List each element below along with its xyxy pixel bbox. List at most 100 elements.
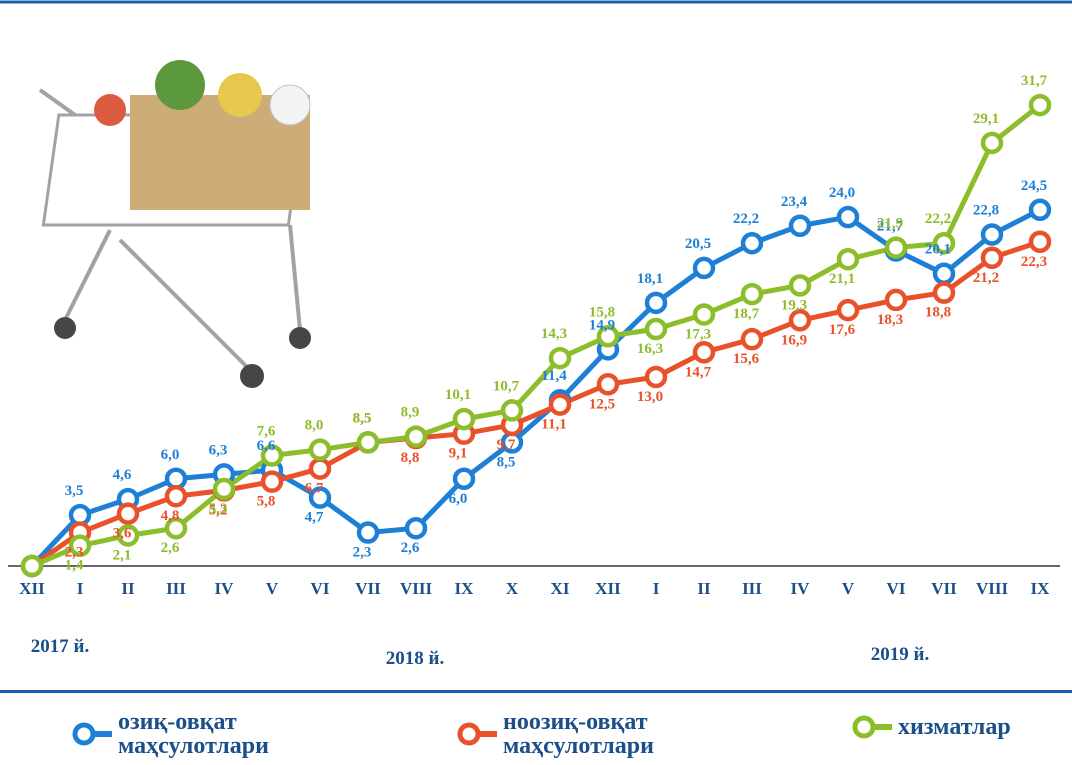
marker [500, 399, 524, 422]
marker [308, 457, 332, 480]
value-label: 6,6 [257, 438, 276, 454]
legend-label: ноозиқ-овқат маҳсулотлари [503, 709, 654, 759]
value-label: 4,6 [113, 467, 132, 483]
value-label: 17,6 [829, 322, 856, 338]
marker [980, 131, 1004, 155]
value-label: 4,7 [305, 510, 324, 526]
value-label: 16,9 [781, 332, 807, 348]
value-label: 11,4 [541, 368, 567, 384]
marker [980, 246, 1004, 270]
marker [596, 325, 620, 348]
value-label: 6,7 [305, 481, 324, 497]
legend-item: хизматлар [850, 714, 1072, 740]
marker [644, 291, 668, 315]
value-label: 24,0 [829, 185, 855, 201]
marker [788, 309, 812, 332]
value-label: 10,1 [445, 387, 471, 403]
period-label: 2017 й. [31, 636, 89, 657]
x-tick-label: IV [215, 579, 235, 598]
value-label: 8,8 [401, 450, 420, 466]
value-label: 6,0 [449, 491, 468, 507]
x-tick-label: IX [1031, 579, 1051, 598]
x-tick-label: II [697, 579, 711, 598]
marker [692, 341, 716, 364]
value-label: 15,8 [589, 304, 615, 320]
value-label: 2,6 [161, 540, 180, 556]
value-label: 8,5 [353, 410, 372, 426]
value-label: 13,0 [637, 389, 663, 405]
marker [980, 223, 1004, 246]
marker [356, 431, 380, 454]
marker [1028, 93, 1052, 117]
marker [692, 303, 716, 326]
value-label: 14,7 [685, 364, 712, 380]
value-label: 16,3 [637, 341, 663, 357]
value-label: 9,1 [449, 446, 468, 462]
value-label: 22,3 [1021, 254, 1047, 270]
series-line [31, 103, 1042, 569]
value-label: 5,3 [209, 501, 228, 517]
marker [884, 288, 908, 312]
marker [836, 205, 860, 229]
legend-item: ноозиқ-овқат маҳсулотлари [455, 710, 703, 758]
value-label: 18,7 [733, 306, 760, 322]
value-label: 4,8 [161, 508, 180, 524]
marker [644, 365, 668, 389]
value-label: 21,9 [877, 216, 903, 232]
marker [740, 231, 764, 255]
marker [260, 444, 284, 467]
value-label: 18,8 [925, 305, 951, 321]
bottom-rule [0, 690, 1072, 693]
marker [836, 247, 860, 271]
marker [692, 256, 716, 280]
marker [932, 281, 956, 304]
marker [932, 231, 956, 255]
x-tick-label: VII [355, 579, 381, 598]
marker [836, 298, 860, 322]
value-label: 8,5 [497, 454, 516, 470]
value-label: 10,7 [493, 378, 520, 394]
legend-label: озиқ-овқат маҳсулотлари [118, 709, 269, 759]
marker [452, 467, 476, 491]
value-label: 1,4 [65, 558, 84, 574]
value-label: 29,1 [973, 111, 999, 127]
value-label: 5,8 [257, 494, 276, 510]
marker [260, 470, 284, 493]
x-tick-label: I [653, 579, 660, 598]
value-label: 8,0 [305, 418, 324, 434]
x-tick-label: V [266, 579, 279, 598]
value-label: 22,2 [925, 211, 951, 227]
period-label: 2018 й. [386, 648, 444, 669]
x-tick-label: XII [19, 579, 45, 598]
value-label: 21,1 [829, 271, 855, 287]
x-tick-label: II [121, 579, 135, 598]
marker [164, 516, 188, 540]
chart: XII I II III IV V VI VII VIII IX X XI XII I II III IV V VI… [0, 0, 1072, 669]
marker [308, 486, 332, 509]
x-tick-label: V [842, 579, 855, 598]
marker [68, 534, 92, 557]
marker [212, 477, 236, 501]
cart-illustration [38, 60, 311, 388]
marker [404, 516, 428, 540]
marker [404, 425, 428, 448]
series-line [30, 239, 1041, 569]
value-label: 6,3 [209, 442, 228, 458]
x-tick-label: XI [551, 579, 570, 598]
marker [164, 484, 188, 508]
marker [116, 502, 140, 525]
value-label: 14,9 [589, 317, 615, 333]
marker [548, 346, 572, 370]
value-label: 12,5 [589, 396, 615, 412]
value-label: 6,0 [161, 447, 180, 463]
x-tick-label: VI [887, 579, 906, 598]
legend-swatch [852, 715, 892, 739]
value-label: 21,7 [877, 218, 904, 234]
value-label: 9,7 [497, 437, 516, 453]
marker [452, 407, 476, 431]
value-label: 14,3 [541, 326, 567, 342]
value-label: 2,3 [65, 545, 84, 561]
legend: озиқ-овқат маҳсулотлари ноозиқ-овқат маҳс… [0, 690, 1072, 765]
value-label: 24,5 [1021, 178, 1047, 194]
